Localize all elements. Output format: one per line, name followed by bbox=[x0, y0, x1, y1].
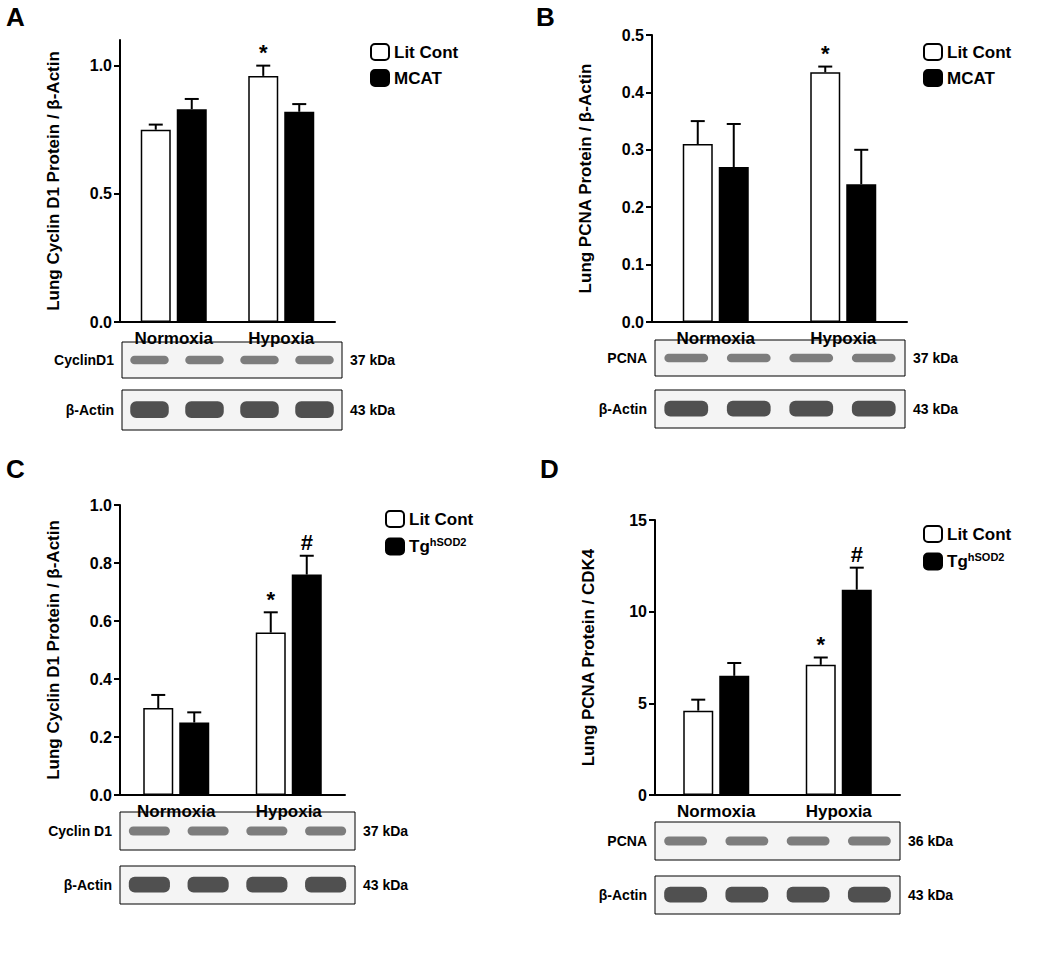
svg-text:Lit Cont: Lit Cont bbox=[947, 525, 1012, 544]
svg-text:Hypoxia: Hypoxia bbox=[248, 329, 315, 348]
svg-text:0.0: 0.0 bbox=[90, 314, 112, 331]
svg-text:Lit Cont: Lit Cont bbox=[409, 510, 474, 529]
svg-text:*: * bbox=[266, 587, 275, 612]
svg-text:0.0: 0.0 bbox=[90, 787, 112, 804]
svg-text:0.4: 0.4 bbox=[90, 671, 112, 688]
svg-text:5: 5 bbox=[638, 695, 647, 712]
svg-text:Lit Cont: Lit Cont bbox=[947, 43, 1012, 62]
svg-text:37 kDa: 37 kDa bbox=[363, 823, 408, 839]
svg-text:0.4: 0.4 bbox=[622, 84, 644, 101]
svg-text:0.2: 0.2 bbox=[90, 729, 112, 746]
svg-text:hSOD2: hSOD2 bbox=[968, 551, 1005, 563]
svg-text:Normoxia: Normoxia bbox=[677, 802, 756, 821]
svg-text:37 kDa: 37 kDa bbox=[350, 352, 395, 368]
svg-text:0.0: 0.0 bbox=[622, 314, 644, 331]
svg-text:A: A bbox=[6, 2, 25, 32]
svg-text:Tg: Tg bbox=[947, 552, 968, 571]
svg-text:Lung PCNA Protein / CDK4: Lung PCNA Protein / CDK4 bbox=[579, 548, 598, 766]
svg-text:Tg: Tg bbox=[409, 537, 430, 556]
svg-text:β-Actin: β-Actin bbox=[599, 401, 647, 417]
svg-text:Lung Cyclin D1 Protein / β-Act: Lung Cyclin D1 Protein / β-Actin bbox=[44, 51, 63, 311]
svg-text:Hypoxia: Hypoxia bbox=[256, 802, 323, 821]
svg-text:MCAT: MCAT bbox=[947, 69, 995, 88]
svg-text:Normoxia: Normoxia bbox=[137, 802, 216, 821]
svg-text:Normoxia: Normoxia bbox=[677, 329, 756, 348]
svg-text:β-Actin: β-Actin bbox=[66, 402, 114, 418]
svg-text:43 kDa: 43 kDa bbox=[363, 877, 408, 893]
svg-text:PCNA: PCNA bbox=[607, 833, 647, 849]
svg-text:B: B bbox=[536, 2, 555, 32]
svg-text:CyclinD1: CyclinD1 bbox=[54, 352, 114, 368]
svg-text:Hypoxia: Hypoxia bbox=[810, 329, 877, 348]
svg-text:Lung Cyclin D1 Protein / β-Act: Lung Cyclin D1 Protein / β-Actin bbox=[44, 520, 63, 780]
svg-text:43 kDa: 43 kDa bbox=[908, 887, 953, 903]
svg-text:0: 0 bbox=[638, 787, 647, 804]
svg-text:37 kDa: 37 kDa bbox=[913, 350, 958, 366]
svg-text:D: D bbox=[540, 454, 559, 484]
svg-text:Lung PCNA Protein / β-Actin: Lung PCNA Protein / β-Actin bbox=[576, 64, 595, 294]
svg-text:hSOD2: hSOD2 bbox=[430, 536, 467, 548]
svg-text:Lit Cont: Lit Cont bbox=[394, 43, 459, 62]
svg-text:0.1: 0.1 bbox=[622, 256, 644, 273]
svg-text:43 kDa: 43 kDa bbox=[350, 402, 395, 418]
svg-text:PCNA: PCNA bbox=[607, 350, 647, 366]
svg-text:36 kDa: 36 kDa bbox=[908, 833, 953, 849]
svg-text:0.6: 0.6 bbox=[90, 613, 112, 630]
svg-text:43 kDa: 43 kDa bbox=[913, 401, 958, 417]
svg-text:MCAT: MCAT bbox=[394, 69, 442, 88]
svg-text:0.8: 0.8 bbox=[90, 555, 112, 572]
svg-text:1.0: 1.0 bbox=[90, 57, 112, 74]
svg-text:15: 15 bbox=[629, 512, 647, 529]
svg-text:0.2: 0.2 bbox=[622, 199, 644, 216]
svg-text:10: 10 bbox=[629, 603, 647, 620]
svg-text:*: * bbox=[821, 41, 830, 66]
svg-text:Cyclin D1: Cyclin D1 bbox=[48, 823, 112, 839]
svg-text:0.5: 0.5 bbox=[90, 185, 112, 202]
svg-text:0.3: 0.3 bbox=[622, 141, 644, 158]
svg-text:C: C bbox=[6, 454, 25, 484]
svg-text:1.0: 1.0 bbox=[90, 497, 112, 514]
svg-text:Hypoxia: Hypoxia bbox=[806, 802, 873, 821]
svg-text:0.5: 0.5 bbox=[622, 27, 644, 44]
svg-text:β-Actin: β-Actin bbox=[599, 887, 647, 903]
svg-text:β-Actin: β-Actin bbox=[64, 877, 112, 893]
svg-text:*: * bbox=[816, 632, 825, 657]
svg-text:#: # bbox=[301, 530, 313, 555]
svg-text:*: * bbox=[259, 40, 268, 65]
svg-text:#: # bbox=[851, 542, 863, 567]
svg-text:Normoxia: Normoxia bbox=[135, 329, 214, 348]
